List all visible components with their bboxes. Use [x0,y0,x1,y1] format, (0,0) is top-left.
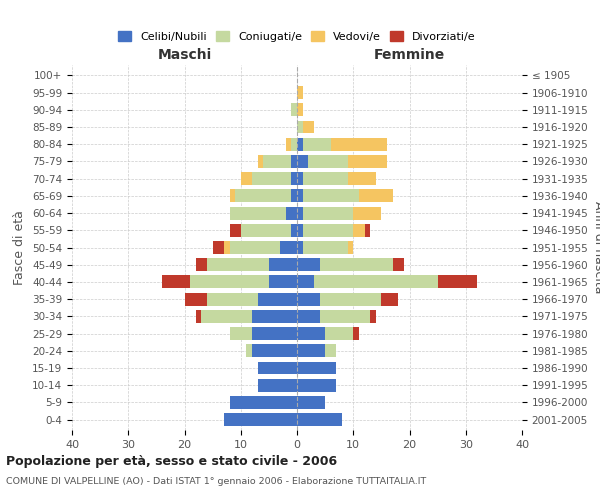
Bar [297,310,320,323]
Bar [269,276,297,288]
Bar [370,310,376,323]
Bar [269,258,297,271]
Bar [347,172,376,185]
Bar [229,224,241,236]
Bar [229,241,280,254]
Bar [325,327,353,340]
Bar [224,241,229,254]
Bar [235,190,292,202]
Text: Femmine: Femmine [374,48,445,62]
Bar [302,138,331,150]
Bar [286,206,297,220]
Bar [297,138,302,150]
Bar [252,172,292,185]
Bar [252,344,297,358]
Bar [292,138,297,150]
Y-axis label: Anni di nascita: Anni di nascita [592,201,600,294]
Bar [257,155,263,168]
Bar [392,258,404,271]
Bar [302,206,353,220]
Bar [353,327,359,340]
Bar [297,327,325,340]
Bar [263,155,292,168]
Bar [162,276,190,288]
Bar [297,86,302,99]
Bar [257,292,297,306]
Bar [297,344,325,358]
Bar [292,224,297,236]
Bar [247,344,252,358]
Bar [297,206,302,220]
Bar [297,155,308,168]
Bar [382,292,398,306]
Bar [207,292,257,306]
Bar [297,120,302,134]
Bar [297,379,337,392]
Bar [297,172,302,185]
Bar [320,292,382,306]
Text: Popolazione per età, sesso e stato civile - 2006: Popolazione per età, sesso e stato civil… [6,455,337,468]
Bar [292,104,297,116]
Y-axis label: Fasce di età: Fasce di età [13,210,26,285]
Bar [257,362,297,374]
Bar [292,172,297,185]
Bar [297,241,302,254]
Bar [297,362,337,374]
Bar [325,344,337,358]
Bar [241,224,292,236]
Bar [202,310,252,323]
Bar [359,190,392,202]
Bar [229,190,235,202]
Bar [347,155,387,168]
Bar [280,241,297,254]
Bar [365,224,370,236]
Bar [302,241,347,254]
Bar [331,138,387,150]
Bar [257,379,297,392]
Bar [292,190,297,202]
Bar [229,327,252,340]
Bar [297,104,302,116]
Bar [207,258,269,271]
Bar [297,292,320,306]
Bar [297,190,302,202]
Bar [437,276,477,288]
Bar [302,120,314,134]
Bar [196,310,202,323]
Bar [297,413,342,426]
Bar [286,138,292,150]
Bar [229,396,297,409]
Text: Maschi: Maschi [157,48,212,62]
Bar [314,276,437,288]
Bar [190,276,269,288]
Bar [196,258,207,271]
Legend: Celibi/Nubili, Coniugati/e, Vedovi/e, Divorziati/e: Celibi/Nubili, Coniugati/e, Vedovi/e, Di… [114,27,480,46]
Bar [302,190,359,202]
Bar [229,206,286,220]
Bar [297,224,302,236]
Text: COMUNE DI VALPELLINE (AO) - Dati ISTAT 1° gennaio 2006 - Elaborazione TUTTAITALI: COMUNE DI VALPELLINE (AO) - Dati ISTAT 1… [6,478,426,486]
Bar [302,224,353,236]
Bar [320,258,392,271]
Bar [302,172,347,185]
Bar [353,224,365,236]
Bar [252,327,297,340]
Bar [297,396,325,409]
Bar [353,206,382,220]
Bar [347,241,353,254]
Bar [224,413,297,426]
Bar [297,258,320,271]
Bar [241,172,252,185]
Bar [185,292,207,306]
Bar [212,241,224,254]
Bar [292,155,297,168]
Bar [308,155,347,168]
Bar [297,276,314,288]
Bar [252,310,297,323]
Bar [320,310,370,323]
